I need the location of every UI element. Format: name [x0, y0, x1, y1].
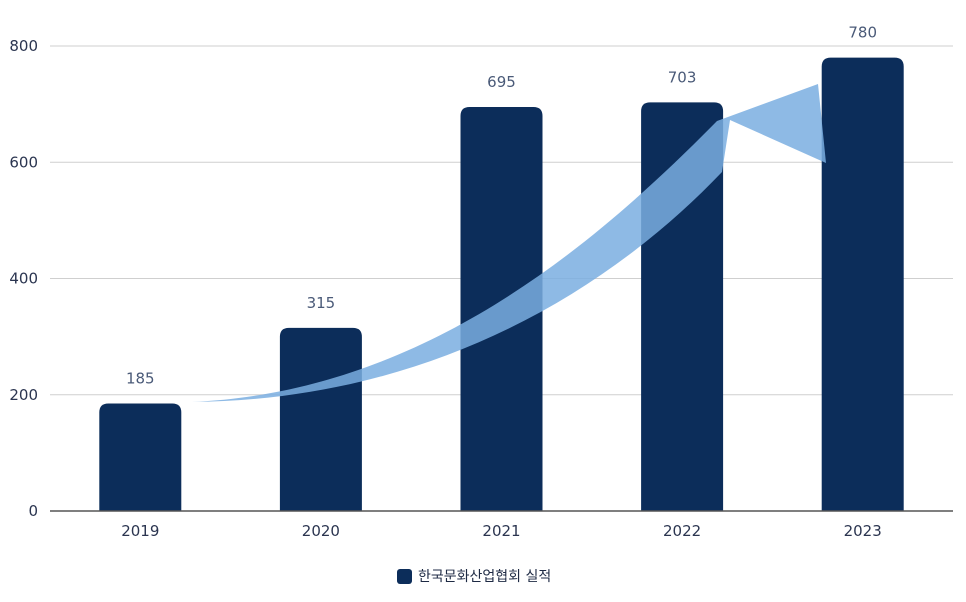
x-axis: 2019 2020 2021 2022 2023 [121, 522, 882, 540]
y-tick-label: 200 [9, 386, 38, 404]
y-tick-label: 0 [28, 502, 38, 520]
x-tick-label: 2023 [844, 522, 882, 540]
y-tick-label: 800 [9, 37, 38, 55]
y-tick-label: 400 [9, 270, 38, 288]
data-label: 780 [848, 24, 877, 42]
legend-label: 한국문화산업협회 실적 [418, 569, 552, 585]
x-tick-label: 2022 [663, 522, 701, 540]
y-axis: 0 200 400 600 800 [9, 37, 38, 520]
x-tick-label: 2019 [121, 522, 159, 540]
bar-2023 [821, 57, 904, 511]
bar-2020 [279, 327, 362, 511]
y-tick-label: 600 [9, 153, 38, 171]
trend-arrow-icon [192, 84, 826, 402]
data-labels: 185 315 695 703 780 [126, 24, 877, 388]
bars [99, 57, 904, 511]
bar-2019 [99, 403, 182, 511]
data-label: 695 [487, 73, 516, 91]
legend-swatch [397, 568, 412, 584]
x-tick-label: 2020 [302, 522, 340, 540]
legend: 한국문화산업협회 실적 [397, 566, 551, 586]
data-label: 315 [307, 294, 336, 312]
x-tick-label: 2021 [482, 522, 520, 540]
data-label: 703 [668, 68, 697, 86]
data-label: 185 [126, 369, 155, 387]
